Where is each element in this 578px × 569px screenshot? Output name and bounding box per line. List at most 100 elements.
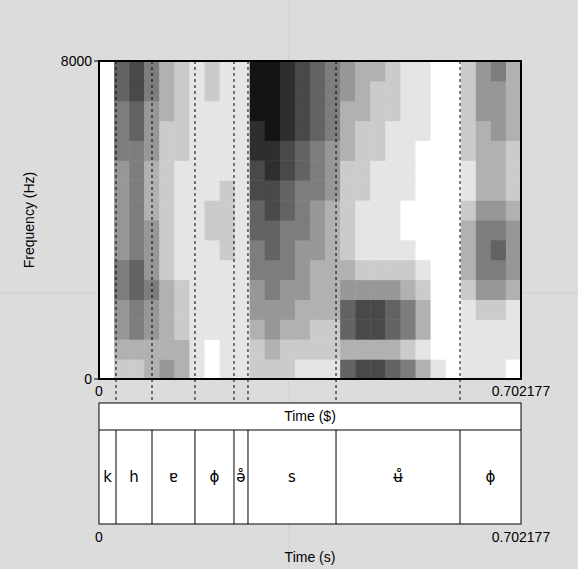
spectrogram-cell bbox=[310, 319, 326, 339]
spectrogram-cell bbox=[461, 61, 477, 81]
spectrogram-cell bbox=[99, 101, 115, 121]
y-tick bbox=[94, 379, 99, 380]
spectrogram-cell bbox=[340, 319, 356, 339]
spectrogram-cell bbox=[295, 319, 311, 339]
spectrogram-cell bbox=[129, 319, 145, 339]
spectrogram-cell bbox=[400, 220, 416, 240]
spectrogram-cell bbox=[144, 319, 160, 339]
spectrogram-cell bbox=[446, 220, 462, 240]
spectrogram-cell bbox=[461, 319, 477, 339]
spectrogram-cell bbox=[446, 300, 462, 320]
spectrogram-cell bbox=[235, 319, 251, 339]
spectrogram-cell bbox=[506, 200, 521, 220]
spectrogram-cell bbox=[325, 260, 341, 280]
spectrogram-cell bbox=[370, 101, 386, 121]
spectrogram-cell bbox=[340, 121, 356, 141]
spectrogram-cell bbox=[310, 141, 326, 161]
spectrogram-cell bbox=[265, 359, 281, 379]
spectrogram-cell bbox=[461, 240, 477, 260]
spectrogram-cell bbox=[220, 81, 236, 101]
spectrogram-cell bbox=[129, 359, 145, 379]
spectrogram-cell bbox=[340, 220, 356, 240]
spectrogram-cell bbox=[416, 160, 432, 180]
spectrogram-cell bbox=[370, 61, 386, 81]
spectrogram-cell bbox=[129, 220, 145, 240]
spectrogram-cell bbox=[385, 101, 401, 121]
spectrogram-cell bbox=[340, 61, 356, 81]
spectrogram-cell bbox=[506, 260, 521, 280]
spectrogram-cell bbox=[461, 260, 477, 280]
spectrogram-cell bbox=[205, 200, 221, 220]
spectrogram-cell bbox=[446, 359, 462, 379]
spectrogram-cell bbox=[416, 280, 432, 300]
boundary-guide bbox=[336, 61, 337, 403]
spectrogram-cell bbox=[355, 61, 371, 81]
spectrogram-cell bbox=[310, 240, 326, 260]
spectrogram-cell bbox=[99, 81, 115, 101]
spectrogram-cell bbox=[189, 101, 205, 121]
spectrogram-cell bbox=[250, 180, 266, 200]
spectrogram-cell bbox=[159, 359, 175, 379]
spectrogram-cell bbox=[506, 319, 521, 339]
spectrogram-cell bbox=[370, 260, 386, 280]
spectrogram-cell bbox=[355, 319, 371, 339]
spectrogram-cell bbox=[340, 339, 356, 359]
spectrogram-cell bbox=[220, 180, 236, 200]
spectrogram-cell bbox=[159, 101, 175, 121]
spectrogram-cell bbox=[340, 180, 356, 200]
spectrogram-cell bbox=[310, 339, 326, 359]
spectrogram-cell bbox=[400, 101, 416, 121]
segment-boundary bbox=[247, 430, 248, 524]
spectrogram-cell bbox=[385, 319, 401, 339]
x-tick-label: 0 bbox=[95, 383, 103, 399]
spectrogram-cell bbox=[220, 260, 236, 280]
spectrogram-cell bbox=[476, 319, 492, 339]
spectrogram-cell bbox=[400, 200, 416, 220]
spectrogram-cell bbox=[385, 339, 401, 359]
spectrogram-cell bbox=[416, 220, 432, 240]
spectrogram-cell bbox=[220, 61, 236, 81]
spectrogram-cell bbox=[416, 240, 432, 260]
spectrogram-cell bbox=[476, 101, 492, 121]
spectrogram-cell bbox=[250, 220, 266, 240]
segment-boundary bbox=[233, 430, 234, 524]
spectrogram-cell bbox=[189, 280, 205, 300]
spectrogram-cell bbox=[400, 141, 416, 161]
spectrogram-cell bbox=[416, 200, 432, 220]
x-axis-title: Time ($) bbox=[284, 408, 336, 424]
spectrogram-cell bbox=[431, 121, 447, 141]
spectrogram-cell bbox=[431, 180, 447, 200]
spectrogram-cell bbox=[205, 240, 221, 260]
boundary-guide bbox=[116, 61, 117, 403]
tier-axis-title: Time (s) bbox=[285, 549, 336, 565]
spectrogram-cell bbox=[174, 220, 190, 240]
spectrogram-cell bbox=[446, 61, 462, 81]
spectrogram-cell bbox=[220, 359, 236, 379]
spectrogram-cell bbox=[99, 200, 115, 220]
spectrogram-cell bbox=[174, 121, 190, 141]
spectrogram-cell bbox=[355, 180, 371, 200]
spectrogram-cell bbox=[205, 319, 221, 339]
spectrogram-cell bbox=[416, 339, 432, 359]
spectrogram-cell bbox=[325, 339, 341, 359]
spectrogram-cell bbox=[370, 180, 386, 200]
spectrogram-cell bbox=[355, 359, 371, 379]
spectrogram-cell bbox=[370, 121, 386, 141]
spectrogram-cell bbox=[506, 220, 521, 240]
spectrogram-cell bbox=[220, 160, 236, 180]
spectrogram-cell bbox=[205, 300, 221, 320]
spectrogram-cell bbox=[355, 141, 371, 161]
spectrogram-cell bbox=[174, 160, 190, 180]
spectrogram-cell bbox=[506, 339, 521, 359]
spectrogram-cell bbox=[265, 141, 281, 161]
spectrogram-cell bbox=[461, 359, 477, 379]
segment-label: ʉ̊ bbox=[393, 468, 403, 486]
spectrogram-cell bbox=[446, 200, 462, 220]
spectrogram-cell bbox=[431, 319, 447, 339]
figure: 08000Frequency (Hz)00.702177Time ($)00.7… bbox=[0, 0, 578, 569]
spectrogram-cell bbox=[174, 61, 190, 81]
spectrogram-cell bbox=[159, 141, 175, 161]
spectrogram-cell bbox=[205, 260, 221, 280]
plot-frame bbox=[99, 61, 521, 379]
spectrogram-cell bbox=[476, 260, 492, 280]
